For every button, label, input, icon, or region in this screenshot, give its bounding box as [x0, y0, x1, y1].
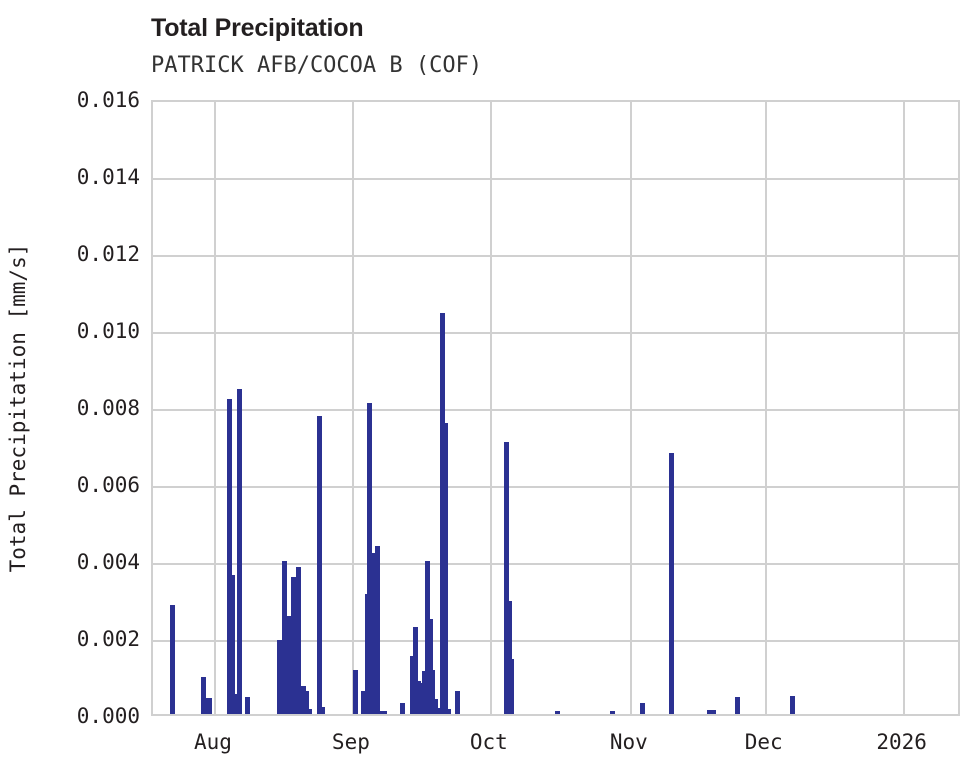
bar: [433, 698, 439, 714]
bar: [378, 710, 384, 714]
bar: [227, 399, 233, 714]
gridline-horizontal: [153, 563, 958, 565]
bar: [304, 690, 310, 714]
bar: [201, 677, 207, 714]
bar: [237, 388, 243, 714]
bar: [361, 690, 367, 714]
bar: [455, 690, 461, 714]
y-axis-tick-label: 0.002: [76, 627, 140, 651]
bar: [422, 671, 428, 714]
gridline-vertical: [213, 102, 216, 714]
bar: [291, 577, 297, 714]
bar: [710, 709, 716, 714]
bar: [509, 658, 515, 714]
plot-area: [151, 100, 960, 716]
y-axis-tick-label: 0.004: [76, 550, 140, 574]
bar: [555, 710, 560, 714]
y-axis-tick-label: 0.010: [76, 319, 140, 343]
bar: [320, 707, 326, 714]
gridline-vertical: [629, 102, 632, 714]
chart-subtitle: PATRICK AFB/COCOA B (COF): [151, 53, 483, 78]
bar: [706, 709, 712, 714]
bar: [245, 696, 251, 714]
bar: [301, 686, 307, 714]
bar: [370, 553, 376, 714]
bar: [375, 545, 381, 714]
y-axis-tick-label: 0.012: [76, 242, 140, 266]
bar: [282, 560, 288, 714]
y-axis-tick-labels: 0.016 0.014 0.012 0.010 0.008 0.006 0.004 0.002…: [0, 0, 140, 780]
bar: [430, 670, 436, 714]
bar: [353, 670, 359, 714]
bar: [400, 703, 406, 714]
bar: [230, 574, 236, 714]
bar: [436, 708, 442, 714]
bar: [504, 442, 510, 714]
bar: [446, 709, 452, 714]
bar: [418, 683, 424, 714]
bar: [443, 422, 449, 714]
x-axis-tick-label: Oct: [469, 730, 508, 754]
x-axis-tick-label: 2026: [876, 730, 927, 754]
bar: [609, 711, 615, 714]
bar: [367, 402, 373, 714]
bar: [428, 618, 434, 714]
bar: [277, 640, 283, 714]
y-axis-tick-label: 0.008: [76, 396, 140, 420]
gridline-vertical: [764, 102, 767, 714]
bar: [382, 710, 388, 714]
bar: [307, 708, 313, 714]
bar: [789, 695, 795, 714]
bar: [317, 415, 323, 714]
gridline-horizontal: [153, 409, 958, 411]
gridline-vertical: [351, 102, 354, 714]
bar: [372, 675, 378, 714]
gridline-vertical: [489, 102, 492, 714]
y-axis-tick-label: 0.016: [76, 88, 140, 112]
bar: [425, 561, 431, 714]
bar: [169, 604, 175, 714]
y-axis-tick-label: 0.000: [76, 704, 140, 728]
x-axis-tick-label: Sep: [331, 730, 370, 754]
bar: [207, 697, 213, 714]
bar: [410, 656, 416, 714]
y-axis-tick-label: 0.014: [76, 165, 140, 189]
bar: [296, 567, 302, 714]
bar: [668, 452, 674, 714]
gridline-horizontal: [153, 255, 958, 257]
x-axis-tick-label: Aug: [194, 730, 232, 754]
bar: [440, 312, 446, 714]
bar: [286, 615, 292, 714]
x-axis-tick-label: Nov: [609, 730, 648, 754]
plot-inner: [153, 102, 958, 714]
bar: [734, 697, 740, 714]
gridline-horizontal: [153, 178, 958, 180]
bar: [507, 600, 513, 714]
gridline-horizontal: [153, 486, 958, 488]
page-title: Total Precipitation: [151, 14, 364, 42]
bar: [639, 703, 645, 714]
x-axis-tick-label: Dec: [744, 730, 783, 754]
gridline-horizontal: [153, 332, 958, 334]
y-axis-tick-label: 0.006: [76, 473, 140, 497]
bar: [413, 626, 419, 714]
gridline-vertical: [902, 102, 905, 714]
gridline-horizontal: [153, 640, 958, 642]
